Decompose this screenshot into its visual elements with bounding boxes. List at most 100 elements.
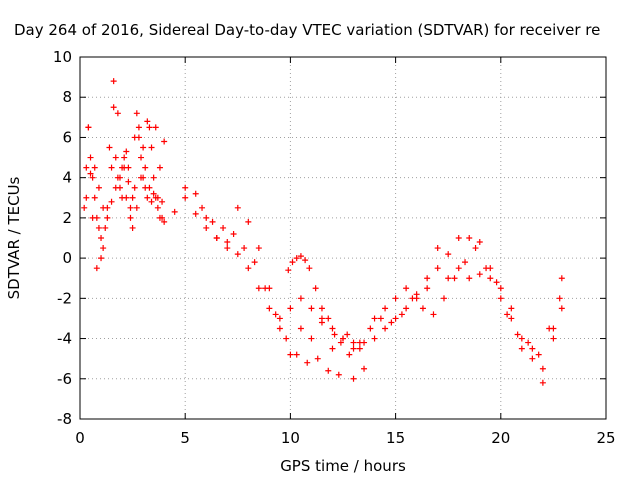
data-point xyxy=(466,235,473,241)
data-point xyxy=(144,194,151,201)
data-point xyxy=(203,214,210,221)
data-point xyxy=(539,379,546,386)
data-point xyxy=(276,315,283,322)
data-point xyxy=(91,164,98,171)
y-tick-label: 0 xyxy=(62,249,72,267)
data-point xyxy=(293,351,300,358)
data-point xyxy=(81,204,88,211)
data-point xyxy=(331,331,338,338)
data-point xyxy=(104,214,111,221)
data-point xyxy=(297,295,304,302)
series-track-main-a xyxy=(171,184,565,386)
data-point xyxy=(455,265,462,272)
data-point xyxy=(293,255,300,262)
data-point xyxy=(129,224,136,231)
data-point xyxy=(350,375,357,382)
data-point xyxy=(287,305,294,312)
data-point xyxy=(483,265,490,272)
data-point xyxy=(234,204,241,211)
data-point xyxy=(251,259,258,266)
data-point xyxy=(283,335,290,342)
data-point xyxy=(144,118,151,125)
data-point xyxy=(182,184,189,191)
data-point xyxy=(346,351,353,358)
data-point xyxy=(245,218,252,225)
data-point xyxy=(127,214,134,221)
data-point xyxy=(98,255,105,262)
y-tick-label: 10 xyxy=(53,48,72,66)
series-track-early-a xyxy=(81,78,168,252)
data-point xyxy=(392,315,399,322)
data-point xyxy=(241,245,248,252)
data-point xyxy=(192,210,199,217)
data-point xyxy=(472,245,479,252)
y-axis-label: SDTVAR / TECUs xyxy=(5,176,23,299)
plot-frame xyxy=(79,56,607,420)
x-tick-label: 15 xyxy=(386,429,405,447)
data-point xyxy=(285,267,292,274)
data-point xyxy=(525,339,532,346)
data-point xyxy=(131,184,138,191)
data-point xyxy=(314,355,321,362)
data-point xyxy=(171,208,178,215)
series-track-main-b xyxy=(182,194,565,372)
data-point xyxy=(413,291,420,298)
data-point xyxy=(356,339,363,346)
data-point xyxy=(112,154,119,161)
data-point xyxy=(350,345,357,352)
data-point xyxy=(424,275,431,282)
data-point xyxy=(318,305,325,312)
data-point xyxy=(95,184,102,191)
data-point xyxy=(266,305,273,312)
data-point xyxy=(276,325,283,332)
data-point xyxy=(135,134,142,141)
data-point xyxy=(93,265,100,272)
data-point xyxy=(382,305,389,312)
data-point xyxy=(255,245,262,252)
data-point xyxy=(135,124,142,131)
data-point xyxy=(108,198,115,205)
data-point xyxy=(476,239,483,246)
data-point xyxy=(213,235,220,241)
x-tick-label: 20 xyxy=(491,429,510,447)
data-point xyxy=(230,230,237,237)
data-point xyxy=(335,371,342,378)
data-point xyxy=(337,339,344,346)
data-point xyxy=(133,110,140,117)
y-tick-label: -4 xyxy=(57,330,72,348)
data-point xyxy=(140,144,147,151)
data-point xyxy=(306,265,313,272)
data-point xyxy=(142,164,149,171)
data-point xyxy=(161,138,168,145)
data-point xyxy=(493,279,500,286)
data-point xyxy=(398,311,405,318)
data-point xyxy=(83,164,90,171)
tick-labels: 0 5 10 15 20 25 -8 -6 -4 -2 0 2 4 6 8 10 xyxy=(53,48,616,447)
data-point xyxy=(106,144,113,151)
data-point xyxy=(133,204,140,211)
data-point xyxy=(156,164,163,171)
data-point xyxy=(95,224,102,231)
data-point xyxy=(209,218,216,225)
data-point xyxy=(150,190,157,197)
data-point xyxy=(529,355,536,362)
data-point xyxy=(318,315,325,322)
data-point xyxy=(262,285,269,292)
data-point xyxy=(371,315,378,322)
data-point xyxy=(367,325,374,332)
data-point xyxy=(116,174,123,181)
data-point xyxy=(100,245,107,252)
data-point xyxy=(312,285,319,292)
data-point xyxy=(466,275,473,282)
data-point xyxy=(110,78,117,85)
data-point xyxy=(546,325,553,332)
data-point xyxy=(102,224,109,231)
y-tick-label: -2 xyxy=(57,289,72,307)
data-point xyxy=(287,351,294,358)
data-point xyxy=(329,325,336,332)
data-point xyxy=(138,174,145,181)
data-point xyxy=(192,190,199,197)
data-point xyxy=(434,245,441,252)
data-point xyxy=(123,148,130,155)
